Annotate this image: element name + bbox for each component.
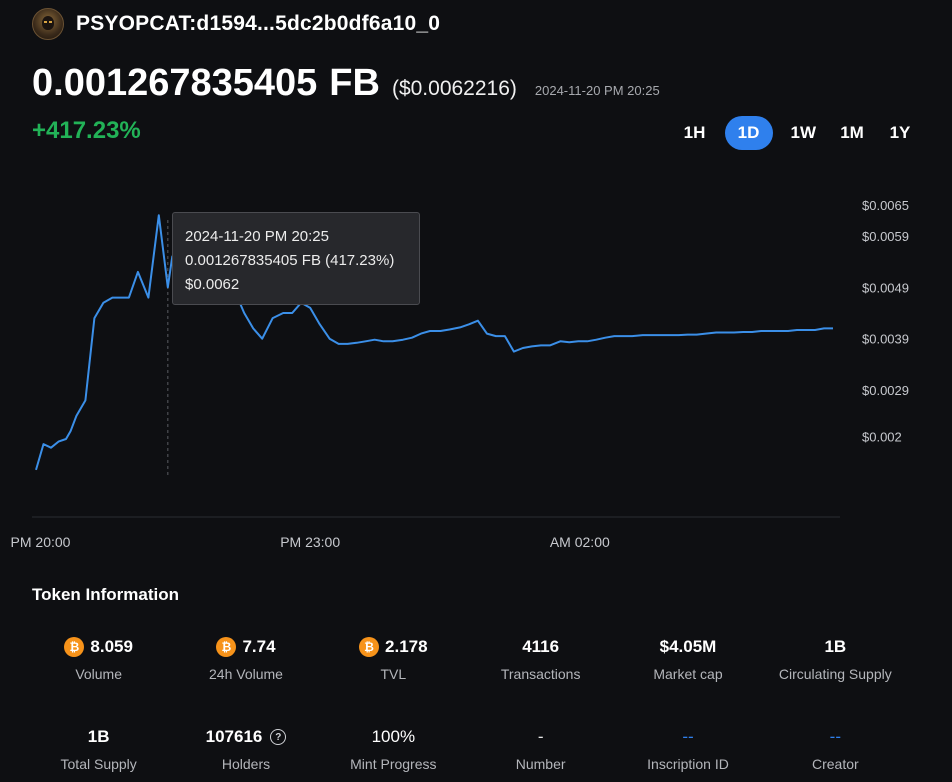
stat-holders: 107616? Holders	[172, 724, 319, 772]
price-series-line	[35, 214, 833, 471]
price-row: 0.001267835405 FB ($0.0062216) 2024-11-2…	[32, 62, 660, 105]
x-tick-label: AM 02:00	[550, 534, 610, 550]
tooltip-usd: $0.0062	[185, 276, 240, 293]
stat-label: Market cap	[653, 666, 723, 682]
stat-label: Mint Progress	[350, 756, 437, 772]
stat-value: -	[537, 727, 544, 746]
stat-label: Total Supply	[60, 756, 137, 772]
range-tab-1h[interactable]: 1H	[683, 123, 706, 142]
range-tab-1m[interactable]: 1M	[840, 123, 864, 142]
time-range-tabs: 1H 1D 1W 1M 1Y	[677, 116, 919, 150]
creator-link[interactable]: --	[829, 727, 841, 746]
stat-24h-volume: ₿ 7.74 24h Volume	[172, 634, 319, 682]
stat-value: 2.178	[385, 637, 428, 656]
tooltip-price: 0.001267835405 FB (417.23%)	[185, 252, 395, 269]
stat-label: Holders	[221, 756, 271, 772]
stat-label: 24h Volume	[209, 666, 283, 682]
bitcoin-icon: ₿	[359, 637, 380, 657]
y-tick-label: $0.0059	[862, 229, 909, 244]
stat-value: 1B	[87, 727, 110, 746]
stat-value: 4116	[522, 637, 560, 656]
price-timestamp: 2024-11-20 PM 20:25	[534, 83, 660, 98]
stat-value: 1B	[824, 637, 847, 656]
stat-label: Inscription ID	[647, 756, 729, 772]
stat-label: Transactions	[500, 666, 581, 682]
stat-value: 7.74	[242, 637, 276, 656]
stat-mint-progress: 100% Mint Progress	[320, 724, 467, 772]
stat-creator: -- Creator	[762, 724, 909, 772]
stats-row-1: ₿ 8.059 Volume ₿ 7.74 24h Volume ₿ 2.178 TV…	[25, 634, 909, 682]
x-tick-label: PM 23:00	[280, 534, 340, 550]
x-axis-ticks: PM 20:00 PM 23:00 AM 02:00	[11, 534, 610, 550]
stat-transactions: 4116 Transactions	[467, 634, 614, 682]
token-name: PSYOPCAT:d1594...5dc2b0df6a10_0	[76, 12, 441, 35]
stat-inscription-id: -- Inscription ID	[614, 724, 761, 772]
y-tick-label: $0.002	[862, 429, 902, 444]
tooltip-time: 2024-11-20 PM 20:25	[185, 228, 329, 245]
range-tab-1d[interactable]: 1D	[724, 116, 773, 150]
y-tick-label: $0.0039	[862, 332, 909, 347]
stat-market-cap: $4.05M Market cap	[614, 634, 761, 682]
chart-tooltip: 2024-11-20 PM 20:25 0.001267835405 FB (4…	[172, 212, 420, 305]
stats-row-2: 1B Total Supply 107616? Holders 100% Min…	[25, 724, 909, 772]
stat-value: 100%	[371, 727, 416, 746]
stat-label: Circulating Supply	[778, 666, 892, 682]
usd-price: ($0.0062216)	[391, 77, 517, 100]
bitcoin-icon: ₿	[64, 637, 85, 657]
stat-label: Creator	[811, 756, 859, 772]
cat-avatar-icon	[32, 8, 64, 40]
price-chart[interactable]: $0.0065 $0.0059 $0.0049 $0.0039 $0.0029 $0.00…	[0, 160, 952, 560]
range-tab-1y[interactable]: 1Y	[889, 123, 911, 142]
help-icon[interactable]: ?	[270, 729, 287, 745]
stat-circulating-supply: 1B Circulating Supply	[762, 634, 909, 682]
y-axis-ticks: $0.0065 $0.0059 $0.0049 $0.0039 $0.0029 $0.00…	[862, 198, 909, 444]
price-unit: FB	[329, 62, 380, 104]
stat-tvl: ₿ 2.178 TVL	[320, 634, 467, 682]
token-header: PSYOPCAT:d1594...5dc2b0df6a10_0	[32, 8, 440, 40]
y-tick-label: $0.0065	[862, 198, 909, 213]
stat-value: 107616	[205, 727, 263, 746]
y-tick-label: $0.0029	[862, 383, 909, 398]
stat-volume: ₿ 8.059 Volume	[25, 634, 172, 682]
stat-label: TVL	[380, 666, 407, 682]
stat-label: Number	[515, 756, 566, 772]
x-tick-label: PM 20:00	[11, 534, 71, 550]
stat-value: 8.059	[90, 637, 133, 656]
range-tab-1w[interactable]: 1W	[790, 123, 817, 142]
token-info-title: Token Information	[32, 585, 180, 604]
price-change: +417.23%	[32, 117, 141, 144]
stat-total-supply: 1B Total Supply	[25, 724, 172, 772]
inscription-id-link[interactable]: --	[682, 727, 694, 746]
bitcoin-icon: ₿	[216, 637, 237, 657]
stat-label: Volume	[75, 666, 123, 682]
stat-number: - Number	[467, 724, 614, 772]
y-tick-label: $0.0049	[862, 280, 909, 295]
price-value: 0.001267835405	[32, 62, 318, 104]
stat-value: $4.05M	[659, 637, 717, 656]
